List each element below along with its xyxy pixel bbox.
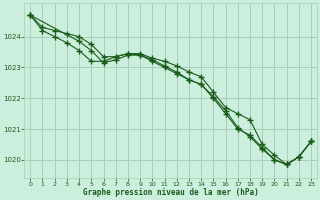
X-axis label: Graphe pression niveau de la mer (hPa): Graphe pression niveau de la mer (hPa) bbox=[83, 188, 259, 197]
